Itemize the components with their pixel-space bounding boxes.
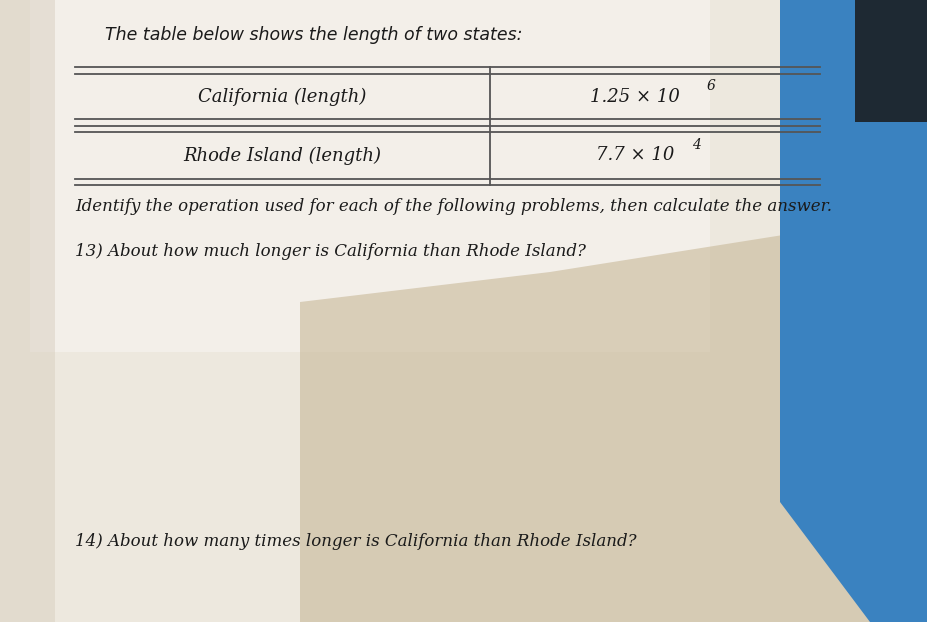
- Text: Rhode Island (length): Rhode Island (length): [184, 146, 381, 165]
- Bar: [854, 0, 927, 122]
- Text: The table below shows the length of two states:: The table below shows the length of two …: [105, 26, 522, 44]
- Text: 1.25 × 10: 1.25 × 10: [590, 88, 679, 106]
- Polygon shape: [780, 0, 927, 622]
- Text: 6: 6: [706, 80, 715, 93]
- Text: California (length): California (length): [198, 87, 366, 106]
- Text: 4: 4: [692, 139, 700, 152]
- Bar: [30, 0, 709, 352]
- Text: Identify the operation used for each of the following problems, then calculate t: Identify the operation used for each of …: [75, 198, 832, 215]
- Text: 13) About how much longer is California than Rhode Island?: 13) About how much longer is California …: [75, 243, 585, 261]
- Bar: [0, 0, 55, 622]
- Polygon shape: [299, 212, 927, 622]
- Text: 14) About how many times longer is California than Rhode Island?: 14) About how many times longer is Calif…: [75, 534, 636, 550]
- Text: 7.7 × 10: 7.7 × 10: [595, 147, 673, 164]
